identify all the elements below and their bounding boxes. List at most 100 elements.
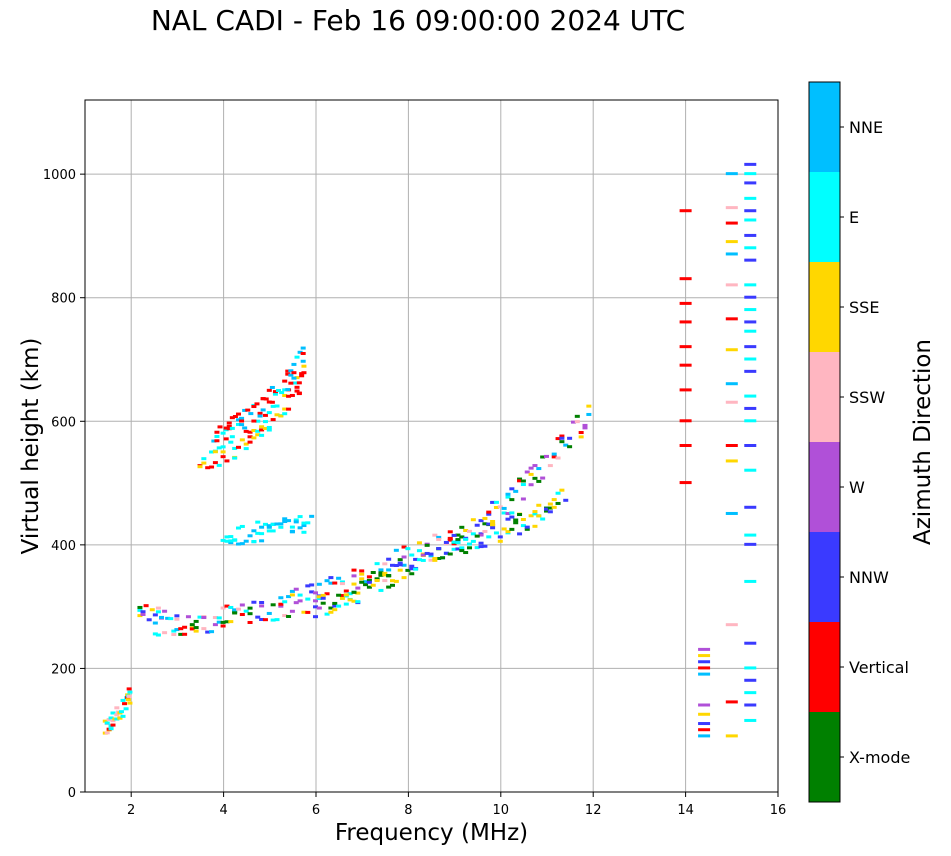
echo-point — [428, 554, 434, 558]
echo-point — [243, 429, 249, 433]
echo-point — [544, 507, 549, 511]
echo-point — [679, 345, 692, 349]
echo-point — [114, 713, 120, 717]
echo-point — [744, 406, 757, 410]
echo-point — [255, 531, 261, 535]
echo-point — [744, 703, 757, 707]
echo-point — [555, 456, 561, 460]
echo-point — [220, 624, 226, 628]
echo-point — [482, 529, 488, 533]
colorbar-segment — [809, 262, 840, 352]
echo-point — [744, 641, 757, 645]
echo-point — [528, 466, 534, 470]
echo-point — [293, 601, 299, 605]
echo-point — [532, 464, 538, 468]
echo-point — [386, 585, 392, 589]
echo-point — [289, 525, 295, 529]
echo-point — [216, 463, 222, 467]
echo-point — [440, 556, 446, 560]
y-tick-label: 0 — [68, 786, 76, 801]
echo-point — [110, 719, 116, 723]
echo-point — [424, 551, 430, 555]
echo-point — [220, 620, 226, 624]
echo-point — [370, 570, 376, 574]
echo-point — [152, 613, 158, 617]
colorbar-segment — [809, 172, 840, 262]
echo-point — [744, 181, 757, 185]
echo-point — [447, 552, 453, 556]
echo-point — [228, 605, 234, 609]
echo-point — [247, 612, 253, 616]
echo-point — [451, 533, 457, 537]
echo-point — [455, 541, 461, 545]
echo-point — [313, 591, 318, 595]
echo-point — [409, 567, 415, 571]
echo-point — [470, 518, 476, 522]
echo-point — [296, 381, 302, 385]
echo-point — [397, 568, 403, 572]
echo-point — [744, 233, 757, 237]
echo-point — [463, 537, 469, 541]
echo-point — [291, 376, 297, 380]
x-tick-label: 2 — [127, 803, 135, 818]
echo-point — [432, 558, 438, 562]
echo-point — [332, 608, 338, 612]
echo-point — [232, 456, 238, 460]
echo-point — [224, 539, 230, 543]
echo-point — [278, 596, 284, 600]
echo-point — [513, 521, 519, 525]
echo-point — [351, 590, 357, 594]
echo-point — [725, 444, 738, 447]
echo-point — [405, 568, 411, 572]
echo-point — [520, 479, 526, 483]
echo-point — [463, 529, 469, 533]
echo-point — [245, 408, 251, 412]
echo-point — [582, 426, 588, 430]
echo-point — [505, 517, 511, 521]
echo-point — [201, 461, 207, 465]
echo-point — [165, 616, 171, 620]
echo-point — [474, 546, 480, 550]
echo-point — [336, 576, 342, 580]
echo-point — [282, 614, 288, 618]
echo-point — [226, 421, 232, 425]
echo-point — [274, 404, 280, 408]
echo-point — [378, 588, 384, 592]
echo-point — [555, 491, 561, 495]
echo-point — [551, 452, 557, 456]
echo-point — [698, 654, 711, 658]
echo-point — [229, 416, 235, 420]
echo-point — [493, 531, 499, 535]
echo-point — [725, 283, 738, 287]
echo-point — [486, 512, 492, 516]
echo-point — [351, 574, 357, 578]
echo-point — [228, 620, 234, 624]
echo-point — [390, 583, 395, 587]
echo-point — [328, 581, 334, 585]
echo-point — [547, 510, 553, 514]
echo-point — [127, 690, 133, 694]
echo-point — [143, 604, 149, 608]
echo-point — [324, 612, 330, 616]
echo-point — [401, 545, 407, 549]
echo-point — [432, 556, 438, 560]
echo-point — [528, 483, 534, 487]
echo-point — [282, 388, 288, 392]
echo-point — [282, 517, 288, 521]
echo-point — [162, 609, 168, 613]
echo-point — [547, 502, 553, 506]
echo-point — [120, 714, 126, 718]
echo-point — [390, 579, 395, 583]
colorbar-segment — [809, 442, 840, 532]
echo-point — [744, 162, 757, 166]
echo-point — [236, 412, 241, 416]
echo-point — [270, 522, 276, 526]
echo-point — [251, 419, 257, 423]
echo-point — [297, 515, 303, 519]
echo-point — [744, 419, 757, 423]
echo-point — [416, 558, 422, 562]
plot-frame — [84, 99, 779, 793]
y-tick-label: 400 — [51, 539, 76, 554]
echo-point — [108, 727, 114, 731]
y-axis-label: Virtual height (km) — [18, 338, 44, 555]
